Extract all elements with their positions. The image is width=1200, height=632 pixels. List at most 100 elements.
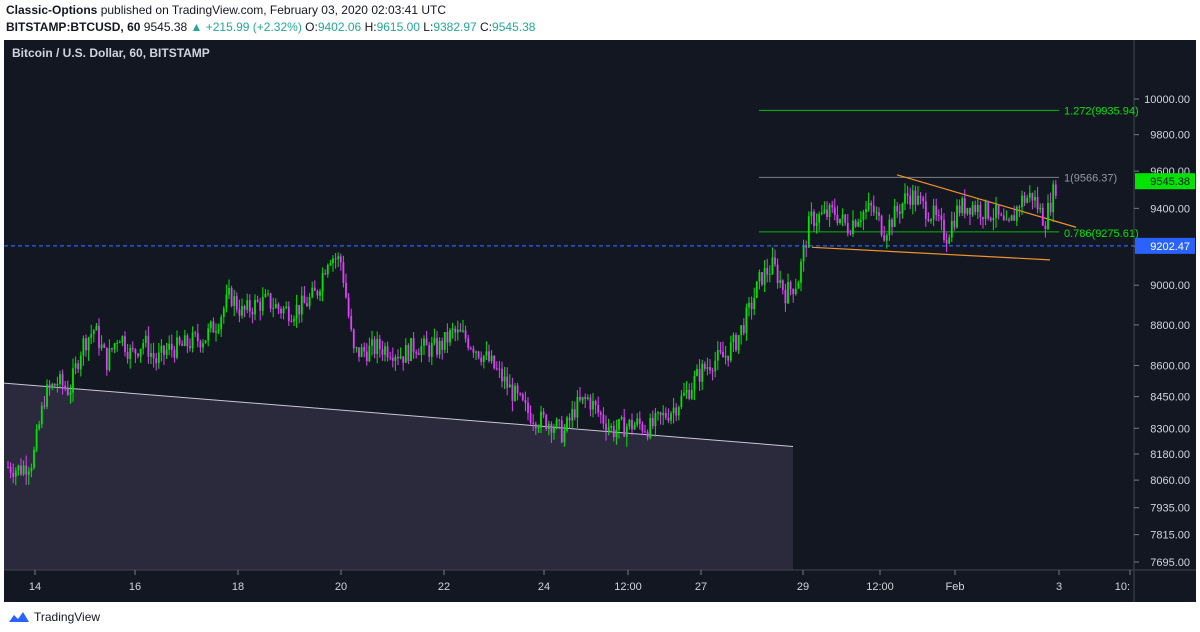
candle-body [215, 331, 217, 333]
candle-body [766, 268, 769, 275]
candle-body [1049, 202, 1052, 213]
candle-body [748, 302, 750, 308]
x-tick-label: 16 [129, 581, 141, 593]
candle-body [326, 264, 329, 275]
candle-body [602, 414, 605, 424]
candle-body [1021, 195, 1023, 208]
candle-body [995, 204, 997, 219]
candle-body [696, 368, 698, 376]
candle-body [311, 287, 314, 297]
candle-body [1031, 192, 1034, 201]
close-value: 9545.38 [492, 20, 536, 34]
candle-body [415, 352, 418, 354]
candle-body [683, 392, 685, 396]
fib-level-label: 1.272(9935.94) [1064, 105, 1139, 117]
candle-body [555, 419, 558, 429]
candle-body [508, 384, 511, 388]
candle-body [654, 413, 657, 427]
candle-body [516, 385, 519, 394]
time-axis[interactable]: 14 16 18 20 22 24 12:00 27 29 12:00 Feb 3 10: [29, 570, 1131, 593]
candle-body [532, 422, 535, 424]
candle-body [425, 338, 428, 346]
candle-body [841, 214, 844, 219]
candle-body [480, 357, 483, 362]
candle-body [186, 335, 189, 347]
candle-body [321, 273, 324, 292]
price-chart[interactable]: 10000.009800.009600.009400.009200.009000… [3, 40, 1196, 602]
candle-body [12, 472, 15, 477]
candle-body [126, 351, 129, 359]
candle-body [560, 420, 563, 443]
candle-body [118, 341, 121, 343]
candle-body [254, 299, 256, 315]
candle-body [672, 407, 675, 414]
candle-body [155, 358, 158, 364]
candle-body [87, 337, 90, 351]
candle-body [176, 337, 178, 358]
candle-body [355, 347, 358, 349]
candle-body [846, 222, 849, 234]
candle-body [906, 193, 909, 196]
candle-body [272, 308, 275, 310]
candle-body [142, 342, 145, 349]
candle-body [930, 219, 932, 221]
candle-body [956, 205, 958, 228]
candle-body [823, 209, 826, 213]
chart-frame[interactable]: 10000.009800.009600.009400.009200.009000… [3, 40, 1196, 602]
candle-body [553, 428, 555, 433]
candle-body [573, 409, 576, 418]
candle-body [872, 205, 875, 213]
author-name[interactable]: Classic-Options [6, 3, 98, 17]
candle-body [677, 407, 680, 416]
symbol-label[interactable]: BITSTAMP:BTCUSD, 60 [6, 20, 141, 34]
published-text: published on TradingView.com, February 0… [100, 3, 447, 17]
candle-body [992, 218, 995, 221]
candle-body [667, 417, 670, 421]
candle-body [605, 423, 607, 431]
candle-body [680, 395, 683, 408]
candle-body [293, 318, 295, 322]
candle-body [690, 389, 693, 399]
candle-body [33, 449, 35, 468]
candle-body [750, 302, 753, 310]
candle-body [776, 264, 779, 283]
candle-body [963, 198, 966, 214]
candle-body [113, 343, 116, 350]
candle-body [649, 418, 652, 438]
candle-body [287, 306, 290, 322]
candle-body [482, 355, 485, 362]
candle-body [854, 220, 857, 227]
x-tick-label: 3 [1056, 581, 1062, 593]
candle-body [358, 347, 360, 357]
candle-body [14, 470, 17, 477]
candle-body [924, 201, 927, 220]
candle-body [384, 346, 386, 355]
candle-body [610, 425, 613, 428]
candle-body [1015, 206, 1018, 221]
candle-body [664, 412, 667, 418]
candle-body [659, 412, 662, 416]
candle-body [490, 355, 493, 362]
price-axis[interactable]: 10000.009800.009600.009400.009200.009000… [1134, 94, 1190, 569]
candle-body [514, 385, 516, 401]
candle-body [347, 297, 350, 317]
candle-body [82, 338, 85, 356]
candle-body [306, 303, 308, 307]
y-tick-label: 8450.00 [1150, 392, 1190, 404]
y-tick-label: 10000.00 [1144, 94, 1190, 106]
candle-body [857, 222, 860, 227]
candle-body [121, 336, 124, 342]
candle-body [134, 349, 137, 354]
fib-level-label: 1(9566.37) [1064, 172, 1117, 184]
candle-body [147, 335, 150, 357]
price-tags: 9545.38 9202.47 [1135, 173, 1195, 254]
candle-body [420, 345, 423, 355]
candle-body [503, 376, 506, 382]
open-label: O: [305, 20, 318, 34]
candle-body [797, 282, 800, 289]
candle-body [163, 345, 165, 355]
tradingview-logo[interactable]: TradingView [8, 610, 100, 624]
candle-body [217, 329, 220, 332]
tradingview-icon [9, 612, 29, 622]
candle-body [168, 343, 171, 350]
